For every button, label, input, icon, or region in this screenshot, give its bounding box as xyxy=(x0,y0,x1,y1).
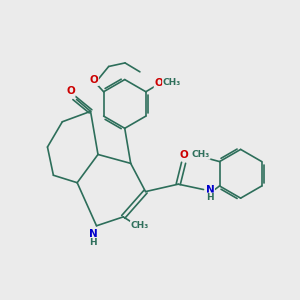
Text: N: N xyxy=(88,229,97,239)
Text: H: H xyxy=(206,193,214,202)
Text: CH₃: CH₃ xyxy=(130,221,149,230)
Text: O: O xyxy=(154,78,163,88)
Text: CH₃: CH₃ xyxy=(163,78,181,87)
Text: CH₃: CH₃ xyxy=(192,150,210,159)
Text: H: H xyxy=(89,238,97,247)
Text: O: O xyxy=(180,150,189,160)
Text: N: N xyxy=(206,184,214,194)
Text: O: O xyxy=(66,86,75,96)
Text: O: O xyxy=(90,76,98,85)
